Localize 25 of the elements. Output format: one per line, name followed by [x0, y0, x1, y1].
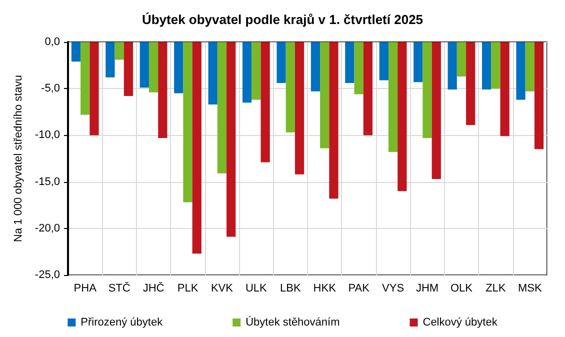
x-tick-label: JHČ — [142, 282, 164, 294]
y-tick-label: -10,0 — [34, 129, 60, 142]
y-tick-label: -15,0 — [34, 176, 60, 188]
y-tick-label: 0,0 — [44, 36, 60, 48]
x-tick-label: HKK — [313, 282, 337, 294]
legend-label: Přirozený úbytek — [80, 316, 164, 328]
x-tick-label: LBK — [280, 282, 302, 294]
y-tick-label: -25,0 — [34, 269, 60, 281]
x-tick-label: PHA — [74, 282, 98, 294]
legend-label: Úbytek stěhováním — [246, 316, 340, 328]
x-tick-label: VYS — [382, 282, 404, 294]
x-tick-label: KVK — [210, 282, 234, 294]
x-tick-label: JHM — [416, 282, 439, 294]
y-tick-label: -20,0 — [34, 222, 60, 234]
y-tick-label: -5,0 — [41, 82, 60, 95]
legend-label: Celkový úbytek — [422, 316, 498, 328]
x-tick-label: PLK — [177, 282, 199, 294]
x-tick-label: STČ — [108, 282, 130, 294]
y-axis-title: Na 1 000 obyvatel středního stavu — [12, 75, 25, 242]
x-tick-label: MSK — [518, 282, 542, 294]
x-tick-label: ULK — [245, 282, 268, 294]
x-tick-label: OLK — [450, 282, 474, 294]
chart-title: Úbytek obyvatel podle krajů v 1. čtvrtletí 2025 — [142, 12, 424, 27]
x-tick-label: PAK — [348, 282, 370, 294]
x-tick-label: ZLK — [486, 282, 506, 294]
